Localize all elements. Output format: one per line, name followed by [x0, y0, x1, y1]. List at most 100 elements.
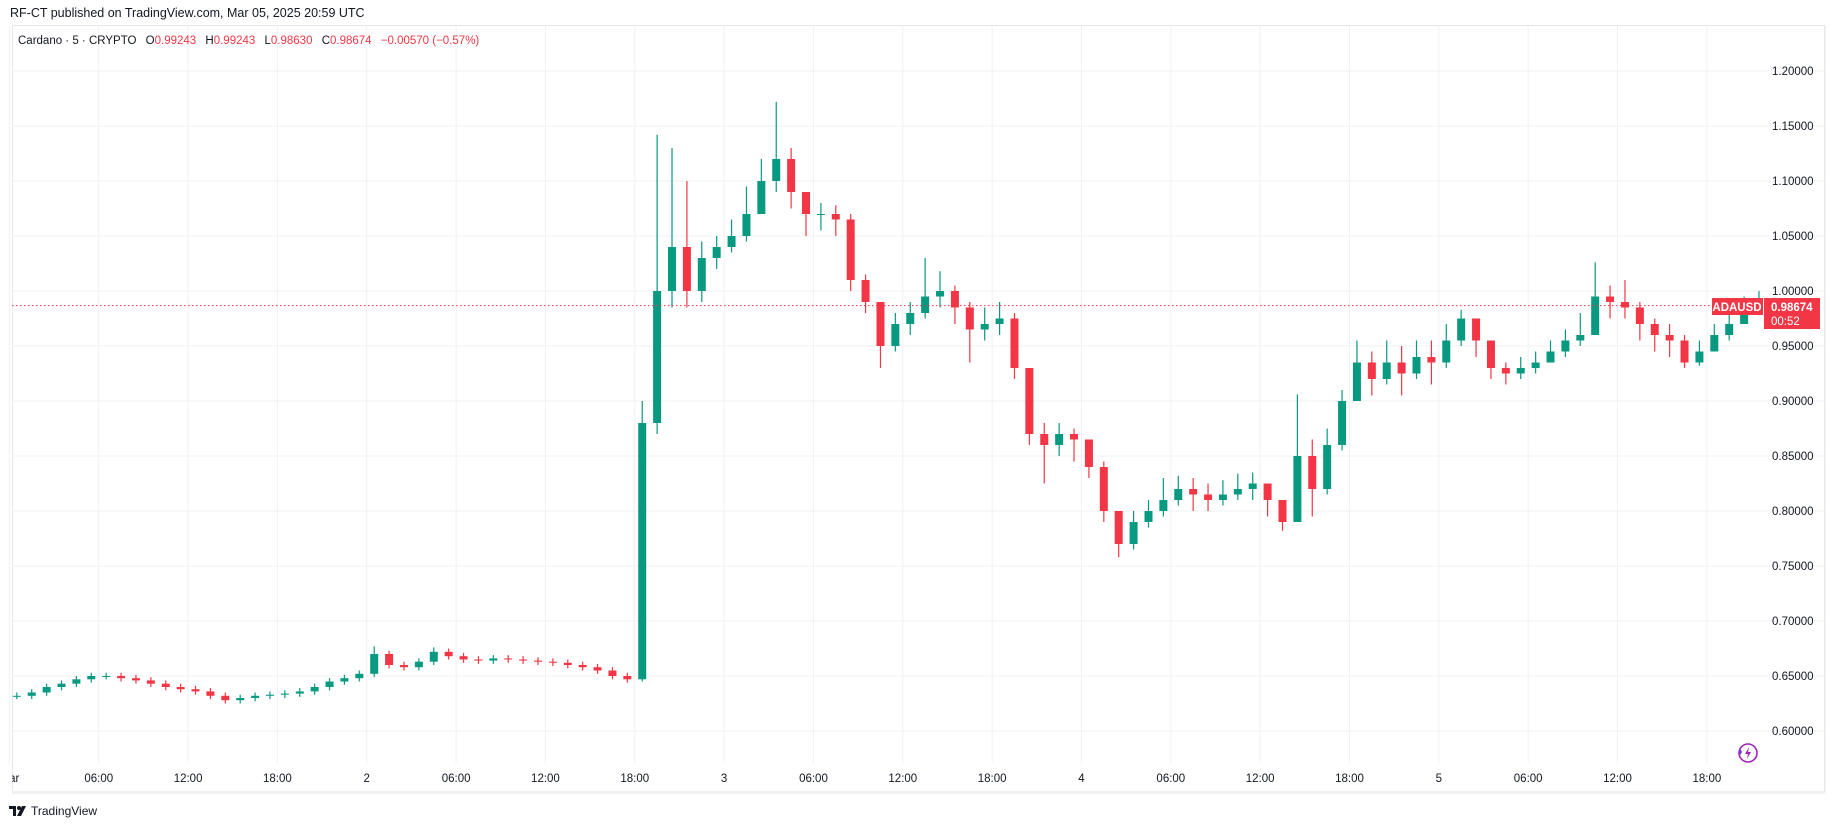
candle-up: [1218, 480, 1227, 506]
candle-down: [593, 663, 602, 674]
candle-down: [459, 652, 468, 663]
candle-down: [504, 655, 513, 663]
candle-down: [1263, 483, 1272, 517]
candle-up: [906, 302, 915, 335]
candle-up: [921, 258, 930, 319]
time-tick-label: 18:00: [1335, 773, 1364, 785]
bar-countdown-text: 00:52: [1771, 316, 1800, 328]
candle-down: [1606, 285, 1615, 319]
time-tick-label: 12:00: [888, 773, 917, 785]
price-tick-label: 0.90000: [1772, 396, 1814, 408]
candle-up: [429, 647, 438, 665]
change-value: −0.00570 (−0.57%): [380, 35, 480, 47]
time-tick-label: 06:00: [1514, 773, 1543, 785]
open-label: O: [145, 35, 155, 47]
price-tick-label: 0.70000: [1772, 616, 1814, 628]
candle-up: [310, 683, 319, 695]
tradingview-brand-text: TradingView: [31, 804, 98, 818]
candle-up: [727, 219, 736, 253]
candles: [12, 101, 1763, 704]
candle-down: [221, 692, 230, 704]
time-tick-label: 12:00: [531, 773, 560, 785]
candle-down: [831, 205, 840, 236]
candle-down: [206, 688, 215, 700]
tradingview-logo[interactable]: TradingView: [9, 804, 97, 818]
candle-up: [57, 680, 66, 691]
price-tick-label: 0.75000: [1772, 561, 1814, 573]
candle-up: [891, 313, 900, 352]
candle-down: [1665, 324, 1674, 357]
candle-down: [176, 683, 185, 693]
candle-up: [772, 101, 781, 192]
candle-up: [414, 658, 423, 671]
candle-up: [265, 691, 274, 700]
candle-up: [489, 655, 498, 664]
candle-up: [1174, 475, 1183, 506]
candle-up: [1546, 340, 1555, 363]
price-axis[interactable]: 0.60000 0.65000 0.70000 0.75000 0.80000 0.850…: [1772, 66, 1814, 738]
symbol-title[interactable]: Cardano · 5 · CRYPTO: [18, 35, 137, 47]
candle-up: [995, 302, 1004, 335]
candle-down: [474, 656, 483, 664]
symbol-tag-text: ADAUSD: [1712, 302, 1761, 314]
time-tick-label: 18:00: [978, 773, 1007, 785]
candle-up: [1531, 351, 1540, 374]
candle-down: [1278, 500, 1287, 531]
candle-down: [117, 672, 126, 682]
high-label: H: [205, 35, 214, 47]
candle-up: [1725, 313, 1734, 341]
candle-down: [1204, 483, 1213, 511]
candle-up: [980, 307, 989, 341]
candle-down: [519, 656, 528, 664]
time-axis[interactable]: Mar06:0012:0018:00206:0012:0018:00306:00…: [0, 765, 1721, 790]
candle-up: [1516, 357, 1525, 379]
candle-down: [1427, 340, 1436, 385]
candle-up: [355, 670, 364, 682]
low-label: L: [264, 35, 271, 47]
candle-down: [1040, 423, 1049, 484]
time-tick-label: 4: [1078, 773, 1085, 785]
candle-up: [1159, 478, 1168, 517]
time-tick-label: 06:00: [799, 773, 828, 785]
candle-up: [340, 674, 349, 685]
candle-up: [236, 694, 245, 704]
time-tick-label: 3: [721, 773, 727, 785]
candle-down: [1010, 313, 1019, 379]
candle-down: [1650, 318, 1659, 352]
candle-up: [1561, 329, 1570, 357]
candle-down: [1070, 428, 1079, 462]
time-tick-label: 12:00: [1603, 773, 1632, 785]
price-tick-label: 0.60000: [1772, 726, 1814, 738]
price-tick-label: 0.95000: [1772, 341, 1814, 353]
candle-up: [27, 689, 36, 700]
candle-up: [87, 672, 96, 683]
candle-down: [146, 677, 155, 687]
candle-down: [623, 672, 632, 683]
candle-up: [1293, 394, 1302, 522]
candle-up: [1695, 340, 1704, 366]
candle-down: [563, 659, 572, 669]
candle-up: [370, 646, 379, 678]
time-tick-label: 18:00: [263, 773, 292, 785]
axis-left-mask: [0, 765, 12, 790]
candle-up: [1055, 423, 1064, 456]
candle-up: [325, 678, 334, 691]
price-tick-label: 0.80000: [1772, 506, 1814, 518]
candle-up: [251, 692, 260, 702]
price-tick-label: 1.05000: [1772, 231, 1814, 243]
time-tick-label: 2: [364, 773, 370, 785]
candle-down: [787, 148, 796, 209]
price-tick-label: 0.65000: [1772, 671, 1814, 683]
candle-up: [1248, 472, 1257, 500]
candle-up: [1457, 309, 1466, 346]
lightning-icon[interactable]: [1738, 743, 1758, 763]
last-price-text: 0.98674: [1771, 302, 1813, 314]
candle-up: [816, 203, 825, 231]
candle-up: [280, 690, 289, 698]
price-tick-label: 0.85000: [1772, 451, 1814, 463]
candle-up: [936, 271, 945, 308]
time-tick-label: 18:00: [1692, 773, 1721, 785]
candle-down: [1099, 461, 1108, 522]
candle-down: [1635, 302, 1644, 341]
